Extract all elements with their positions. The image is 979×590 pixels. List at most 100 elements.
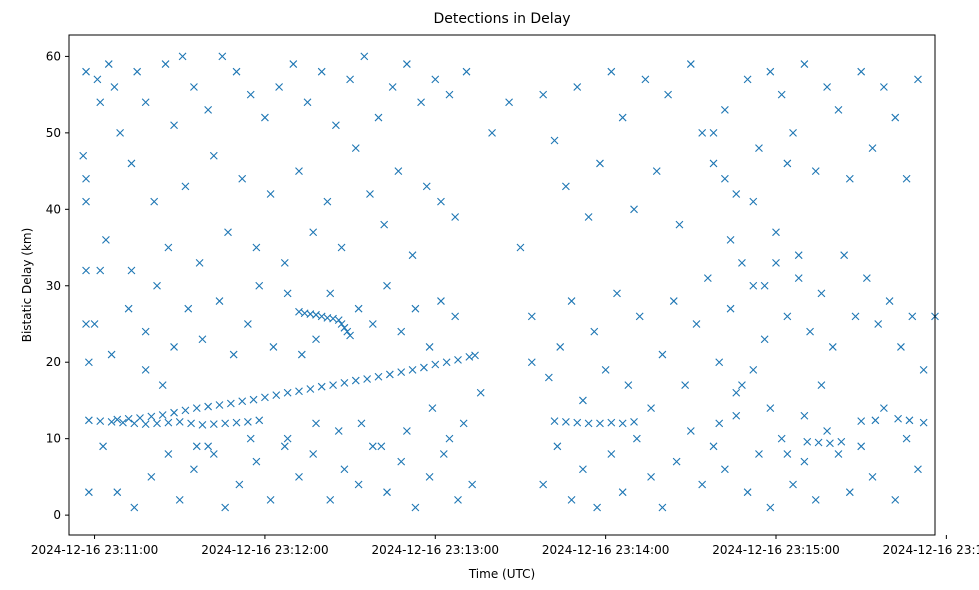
data-point: [246, 434, 255, 443]
data-point: [584, 419, 593, 428]
data-point: [630, 205, 638, 214]
data-point: [459, 419, 468, 428]
data-point: [326, 495, 335, 504]
data-point: [190, 465, 198, 474]
data-point: [295, 307, 303, 316]
data-point: [221, 503, 230, 512]
data-point: [192, 404, 201, 412]
data-point: [760, 335, 769, 344]
data-point: [647, 404, 655, 412]
data-point: [141, 98, 150, 107]
data-point: [340, 465, 349, 474]
data-point: [527, 312, 536, 321]
data-point: [837, 437, 846, 446]
data-point: [726, 304, 735, 313]
data-point: [607, 418, 616, 427]
data-point: [297, 350, 306, 359]
data-point: [84, 488, 93, 497]
data-point: [783, 450, 792, 458]
data-point: [715, 358, 724, 367]
data-point: [238, 397, 247, 406]
data-point: [635, 312, 644, 321]
data-point: [897, 343, 905, 351]
data-point: [402, 427, 411, 435]
data-point: [84, 416, 93, 425]
data-point: [641, 75, 650, 84]
y-tick-label: 30: [46, 279, 61, 293]
data-point: [374, 113, 383, 122]
data-point: [544, 373, 553, 382]
data-point: [357, 419, 366, 428]
data-point: [204, 442, 213, 451]
data-point: [652, 167, 661, 175]
data-point: [715, 419, 724, 428]
data-point: [817, 381, 826, 390]
data-point: [82, 197, 90, 206]
data-point: [871, 416, 880, 425]
data-point: [195, 258, 204, 267]
data-point: [783, 312, 792, 321]
data-point: [178, 52, 187, 61]
data-point: [766, 67, 775, 76]
data-point: [280, 258, 289, 267]
data-point: [411, 304, 420, 313]
data-point: [647, 473, 655, 481]
data-point: [516, 243, 525, 252]
data-point: [402, 60, 411, 68]
data-point: [561, 182, 570, 191]
plot-area-frame: [68, 34, 936, 536]
data-point: [150, 197, 159, 206]
data-point: [618, 419, 627, 428]
data-point: [462, 67, 471, 76]
data-point: [539, 90, 548, 99]
data-point: [613, 289, 621, 298]
data-point: [170, 121, 178, 130]
data-point: [709, 128, 718, 137]
data-point: [596, 419, 604, 428]
data-point: [295, 473, 303, 481]
data-point: [99, 442, 107, 451]
data-point: [618, 113, 627, 122]
data-point: [181, 406, 190, 415]
data-point: [417, 98, 425, 107]
data-point: [153, 419, 161, 428]
data-point: [332, 121, 340, 130]
data-point: [354, 480, 363, 489]
x-tick-label: 2024-12-16 23:16:00: [883, 543, 979, 557]
data-point: [102, 236, 110, 244]
data-point: [721, 106, 729, 114]
data-point: [624, 381, 633, 390]
data-point: [783, 159, 792, 168]
data-point: [743, 488, 752, 497]
data-point: [312, 310, 320, 319]
y-tick-label: 0: [53, 508, 61, 522]
data-point: [82, 266, 90, 275]
y-tick-label: 40: [46, 202, 61, 216]
data-point: [755, 144, 763, 153]
data-point: [346, 75, 354, 84]
data-point: [127, 266, 136, 275]
data-point: [454, 356, 462, 364]
data-point: [468, 480, 477, 489]
x-tick-label: 2024-12-16 23:13:00: [372, 543, 499, 557]
data-point: [527, 358, 536, 367]
data-point: [397, 327, 406, 336]
data-point: [380, 220, 389, 229]
data-point: [329, 314, 337, 323]
data-point: [96, 98, 105, 107]
data-point: [422, 182, 431, 191]
data-point: [283, 434, 292, 443]
data-point: [309, 450, 318, 458]
data-point: [116, 128, 124, 137]
data-point: [465, 352, 474, 361]
data-point: [252, 243, 261, 252]
data-point: [703, 274, 712, 283]
data-point: [96, 417, 105, 425]
data-point: [119, 418, 127, 427]
data-point: [329, 381, 337, 390]
data-point: [232, 418, 241, 427]
y-tick-label: 10: [46, 432, 61, 446]
data-point: [266, 190, 275, 198]
data-point: [275, 83, 283, 91]
data-point: [857, 67, 866, 76]
